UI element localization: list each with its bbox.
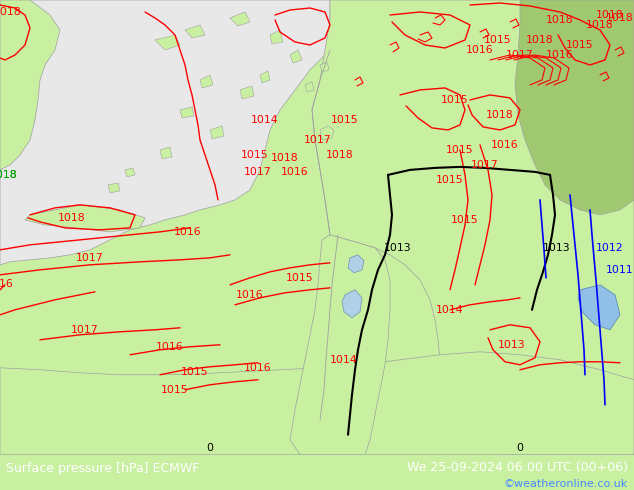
Polygon shape: [185, 25, 205, 38]
Polygon shape: [578, 285, 620, 330]
Text: 1018: 1018: [0, 170, 18, 180]
Text: 1016: 1016: [156, 342, 184, 352]
Text: 1015: 1015: [441, 95, 469, 105]
Polygon shape: [108, 183, 120, 193]
Text: 1015: 1015: [446, 145, 474, 155]
Text: 1015: 1015: [286, 273, 314, 283]
Polygon shape: [25, 205, 145, 232]
Text: 1018: 1018: [0, 170, 18, 180]
Polygon shape: [210, 126, 224, 139]
Polygon shape: [0, 352, 634, 455]
Text: 0: 0: [207, 443, 214, 453]
Polygon shape: [342, 290, 362, 318]
Text: 0: 0: [517, 443, 524, 453]
Text: 1016: 1016: [174, 227, 202, 237]
Polygon shape: [270, 30, 283, 44]
Text: 1016: 1016: [236, 290, 264, 300]
Text: 1011: 1011: [606, 265, 634, 275]
Polygon shape: [312, 0, 634, 455]
Text: ©weatheronline.co.uk: ©weatheronline.co.uk: [503, 479, 628, 489]
Polygon shape: [0, 0, 60, 170]
Polygon shape: [155, 35, 180, 50]
Text: 1015: 1015: [484, 35, 512, 45]
Text: 1017: 1017: [506, 50, 534, 60]
Text: 1013: 1013: [498, 340, 526, 350]
Text: 1016: 1016: [491, 140, 519, 150]
Polygon shape: [290, 50, 302, 63]
Text: 1017: 1017: [71, 325, 99, 335]
Text: 1018: 1018: [586, 20, 614, 30]
Text: 1012: 1012: [596, 243, 624, 253]
Text: 1015: 1015: [331, 115, 359, 125]
Text: 1016: 1016: [466, 45, 494, 55]
Text: 1015: 1015: [451, 215, 479, 225]
Text: 1014: 1014: [251, 115, 279, 125]
Text: 1013: 1013: [384, 243, 412, 253]
Polygon shape: [160, 147, 172, 159]
Text: 1015: 1015: [241, 150, 269, 160]
Text: 1013: 1013: [543, 243, 571, 253]
Polygon shape: [320, 62, 329, 72]
Polygon shape: [320, 126, 334, 140]
Text: 1016: 1016: [244, 363, 272, 373]
Text: 1018: 1018: [486, 110, 514, 120]
Text: Surface pressure [hPa] ECMWF: Surface pressure [hPa] ECMWF: [6, 463, 200, 475]
Text: 1018: 1018: [596, 10, 624, 20]
Polygon shape: [180, 107, 194, 118]
Text: 1018: 1018: [546, 15, 574, 25]
Polygon shape: [515, 0, 634, 215]
Text: 1017: 1017: [304, 135, 332, 145]
Polygon shape: [125, 168, 135, 177]
Polygon shape: [260, 71, 270, 83]
Text: 1016: 1016: [546, 50, 574, 60]
Text: 1017: 1017: [471, 160, 499, 170]
Polygon shape: [290, 235, 390, 455]
Text: 1015: 1015: [566, 40, 594, 50]
Text: 1014: 1014: [436, 305, 464, 315]
Text: 1018: 1018: [326, 150, 354, 160]
Text: 1016: 1016: [281, 167, 309, 177]
Text: 1015: 1015: [181, 367, 209, 377]
Text: 1017: 1017: [244, 167, 272, 177]
Polygon shape: [200, 75, 213, 88]
Polygon shape: [305, 82, 314, 92]
Text: 1018: 1018: [0, 7, 22, 17]
Text: 1018: 1018: [606, 13, 634, 23]
Text: 1018: 1018: [271, 153, 299, 163]
Text: 1015: 1015: [436, 175, 464, 185]
Text: 1018: 1018: [526, 35, 554, 45]
Text: 1017: 1017: [76, 253, 104, 263]
Text: 1015: 1015: [161, 385, 189, 395]
Polygon shape: [230, 12, 250, 26]
Text: 1014: 1014: [330, 355, 358, 365]
Polygon shape: [348, 255, 364, 273]
Text: 016: 016: [0, 279, 13, 289]
Polygon shape: [240, 86, 254, 99]
Polygon shape: [0, 0, 330, 265]
Text: 1018: 1018: [58, 213, 86, 223]
Text: We 25-09-2024 06:00 UTC (00+06): We 25-09-2024 06:00 UTC (00+06): [406, 461, 628, 473]
